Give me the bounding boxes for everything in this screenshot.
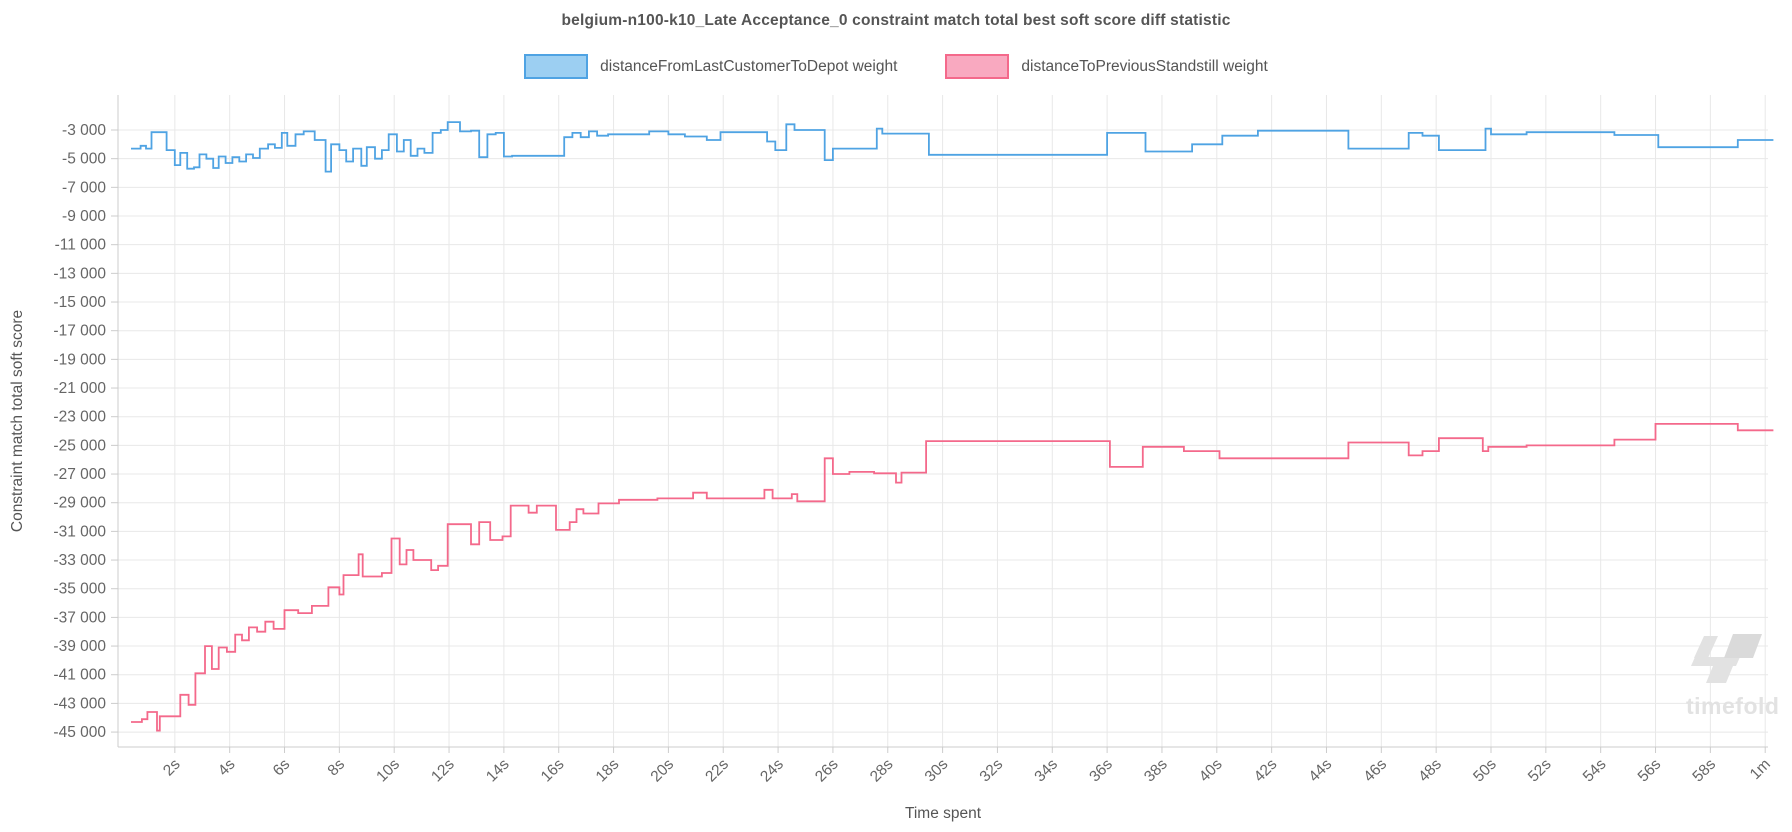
x-tick-label: 24s xyxy=(757,756,787,786)
x-tick-label: 12s xyxy=(428,756,458,786)
x-tick-label: 30s xyxy=(922,756,952,786)
y-tick-label: -21 000 xyxy=(53,380,106,397)
x-tick-label: 40s xyxy=(1196,756,1226,786)
x-tick-label: 14s xyxy=(483,756,513,786)
x-tick-label: 52s xyxy=(1525,756,1555,786)
y-tick-label: -39 000 xyxy=(53,638,106,655)
x-tick-label: 18s xyxy=(593,756,623,786)
x-axis-ticks: 2s 4s 6s 8s 10s 12s 14s 16s 18s 20s 22s 24s 26s 28s 30… xyxy=(160,747,1774,786)
chart-title: belgium-n100-k10_Late Acceptance_0 const… xyxy=(561,12,1231,29)
y-tick-label: -7 000 xyxy=(62,179,106,196)
x-tick-label: 38s xyxy=(1141,756,1171,786)
y-tick-label: -3 000 xyxy=(62,122,106,139)
legend-label: distanceFromLastCustomerToDepot weight xyxy=(600,57,898,75)
y-tick-label: -25 000 xyxy=(53,437,106,454)
x-tick-label: 16s xyxy=(538,756,568,786)
x-tick-label: 42s xyxy=(1251,756,1281,786)
legend-swatch-icon xyxy=(945,54,1010,79)
y-tick-label: -13 000 xyxy=(53,265,106,282)
x-tick-label: 32s xyxy=(977,756,1007,786)
y-axis-ticks: -3 000 -5 000 -7 000 -9 000 -11 000 -13 000 -1… xyxy=(53,122,118,741)
x-tick-label: 10s xyxy=(373,756,403,786)
x-tick-label: 36s xyxy=(1086,756,1116,786)
y-axis-title: Constraint match total soft score xyxy=(9,310,26,532)
legend-swatch-icon xyxy=(524,54,589,79)
legend-item-0[interactable]: distanceFromLastCustomerToDepot weight xyxy=(524,54,897,79)
y-tick-label: -31 000 xyxy=(53,523,106,540)
x-axis-title: Time spent xyxy=(905,805,982,822)
gridlines xyxy=(118,95,1768,747)
y-tick-label: -33 000 xyxy=(53,552,106,569)
y-tick-label: -11 000 xyxy=(55,237,107,254)
x-tick-label: 2s xyxy=(160,756,184,780)
x-tick-label: 48s xyxy=(1415,756,1445,786)
x-tick-label: 6s xyxy=(270,756,294,780)
x-tick-label: 26s xyxy=(812,756,842,786)
series-line-0 xyxy=(131,121,1774,173)
y-tick-label: -29 000 xyxy=(53,495,106,512)
y-tick-label: -35 000 xyxy=(53,581,106,598)
y-tick-label: -45 000 xyxy=(53,724,106,741)
legend: distanceFromLastCustomerToDepot weight di… xyxy=(0,54,1792,79)
y-tick-label: -27 000 xyxy=(53,466,106,483)
x-tick-label: 28s xyxy=(867,756,897,786)
y-tick-label: -5 000 xyxy=(62,151,106,168)
y-tick-label: -23 000 xyxy=(53,409,106,426)
x-tick-label: 8s xyxy=(325,756,349,780)
y-tick-label: -37 000 xyxy=(53,609,106,626)
y-tick-label: -41 000 xyxy=(53,667,106,684)
series-line-1 xyxy=(131,423,1774,732)
legend-label: distanceToPreviousStandstill weight xyxy=(1021,57,1268,75)
legend-item-1[interactable]: distanceToPreviousStandstill weight xyxy=(945,54,1268,79)
y-tick-label: -19 000 xyxy=(53,351,106,368)
x-tick-label: 58s xyxy=(1689,756,1719,786)
x-tick-label: 22s xyxy=(702,756,732,786)
x-tick-label: 1m xyxy=(1747,756,1774,783)
y-tick-label: -17 000 xyxy=(53,323,106,340)
y-tick-label: -9 000 xyxy=(62,208,106,225)
x-tick-label: 50s xyxy=(1470,756,1500,786)
x-tick-label: 54s xyxy=(1580,756,1610,786)
y-tick-label: -15 000 xyxy=(53,294,106,311)
y-tick-label: -43 000 xyxy=(53,695,106,712)
x-tick-label: 4s xyxy=(215,756,239,780)
x-tick-label: 44s xyxy=(1306,756,1336,786)
x-tick-label: 34s xyxy=(1031,756,1061,786)
x-tick-label: 20s xyxy=(648,756,678,786)
x-tick-label: 46s xyxy=(1360,756,1390,786)
x-tick-label: 56s xyxy=(1635,756,1665,786)
